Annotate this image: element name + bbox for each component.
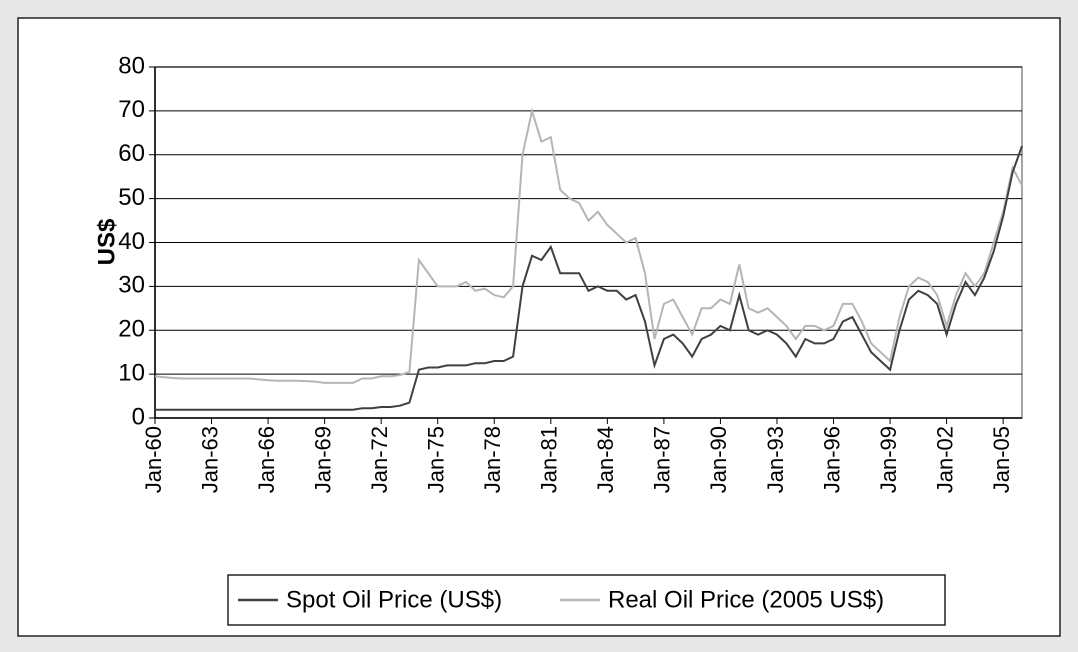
x-tick-label: Jan-02 [932,426,957,493]
x-tick-label: Jan-78 [480,426,505,493]
x-tick-label: Jan-96 [819,426,844,493]
chart-panel [17,17,1061,637]
y-tick-label: 0 [132,403,145,430]
y-tick-label: 60 [118,140,145,167]
y-tick-label: 30 [118,272,145,299]
x-tick-label: Jan-81 [537,426,562,493]
y-tick-label: 70 [118,96,145,123]
y-tick-label: 50 [118,184,145,211]
x-tick-label: Jan-60 [141,426,166,493]
y-tick-label: 40 [118,228,145,255]
legend-label: Spot Oil Price (US$) [286,586,502,613]
y-axis-label: US$ [93,218,120,265]
y-tick-label: 10 [118,359,145,386]
series-line [154,106,1023,384]
y-tick-label: 80 [118,52,145,79]
x-tick-label: Jan-05 [989,426,1014,493]
x-tick-label: Jan-63 [197,426,222,493]
x-tick-label: Jan-99 [876,426,901,493]
x-tick-label: Jan-84 [593,426,618,493]
x-tick-label: Jan-69 [310,426,335,493]
x-tick-label: Jan-93 [763,426,788,493]
x-tick-label: Jan-87 [650,426,675,493]
series-line [155,145,1023,411]
legend-label: Real Oil Price (2005 US$) [608,586,884,613]
x-tick-label: Jan-75 [424,426,449,493]
x-tick-label: Jan-90 [706,426,731,493]
x-tick-label: Jan-66 [254,426,279,493]
x-tick-label: Jan-72 [367,426,392,493]
y-tick-label: 20 [118,316,145,343]
